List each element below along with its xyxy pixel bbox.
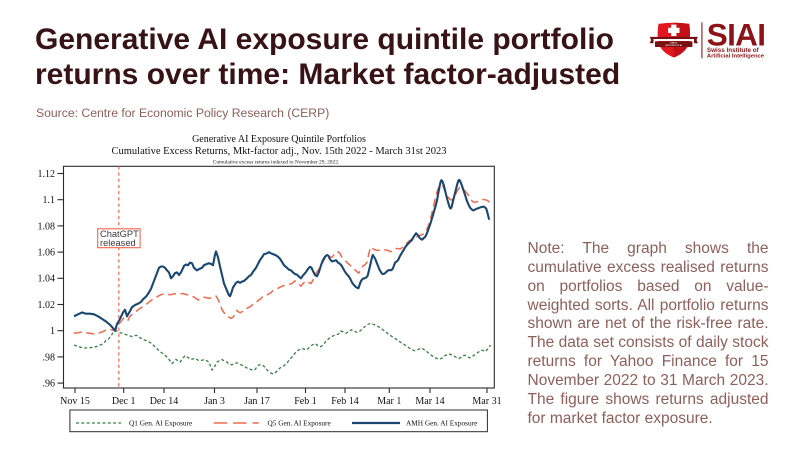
svg-text:ChatGPT: ChatGPT: [100, 229, 139, 239]
svg-text:Cumulative excess returns inde: Cumulative excess returns indexed to Nov…: [213, 160, 340, 166]
svg-text:SWISS: SWISS: [670, 43, 677, 45]
svg-text:1: 1: [50, 326, 55, 337]
svg-text:Nov 15: Nov 15: [60, 396, 90, 407]
svg-text:Generative AI Exposure Quintil: Generative AI Exposure Quintile Portfoli…: [192, 134, 366, 145]
svg-text:Q5 Gen. AI Exposure: Q5 Gen. AI Exposure: [268, 419, 331, 428]
svg-text:Jan 17: Jan 17: [244, 396, 270, 407]
svg-text:Artificial Intelligence: Artificial Intelligence: [707, 54, 765, 60]
svg-text:Dec 14: Dec 14: [150, 396, 179, 407]
svg-text:1.06: 1.06: [38, 248, 56, 259]
svg-text:Jan 3: Jan 3: [204, 396, 225, 407]
svg-text:Swiss Institute of: Swiss Institute of: [707, 47, 760, 54]
svg-text:1.12: 1.12: [38, 169, 56, 180]
svg-text:.98: .98: [43, 352, 56, 363]
svg-text:.96: .96: [43, 379, 56, 390]
svg-text:AMH Gen. AI Exposure: AMH Gen. AI Exposure: [406, 419, 477, 428]
svg-text:Cumulative Excess Returns, Mkt: Cumulative Excess Returns, Mkt-factor ad…: [112, 146, 447, 157]
svg-text:Mar 14: Mar 14: [415, 396, 444, 407]
svg-text:Mar 1: Mar 1: [377, 396, 401, 407]
svg-text:Mar 31: Mar 31: [472, 396, 501, 407]
svg-text:INSTITUTE OF AI: INSTITUTE OF AI: [665, 44, 682, 47]
svg-text:1.04: 1.04: [38, 274, 56, 285]
svg-text:1.08: 1.08: [38, 221, 56, 232]
svg-text:1.02: 1.02: [38, 300, 56, 311]
svg-text:Q1 Gen. AI Exposure: Q1 Gen. AI Exposure: [129, 419, 192, 428]
svg-text:1.1: 1.1: [43, 195, 56, 206]
svg-text:Feb 1: Feb 1: [294, 396, 317, 407]
svg-text:released: released: [100, 238, 136, 248]
svg-text:Dec 1: Dec 1: [112, 396, 136, 407]
svg-text:Feb 14: Feb 14: [331, 396, 359, 407]
svg-text:SIAI: SIAI: [707, 17, 765, 53]
